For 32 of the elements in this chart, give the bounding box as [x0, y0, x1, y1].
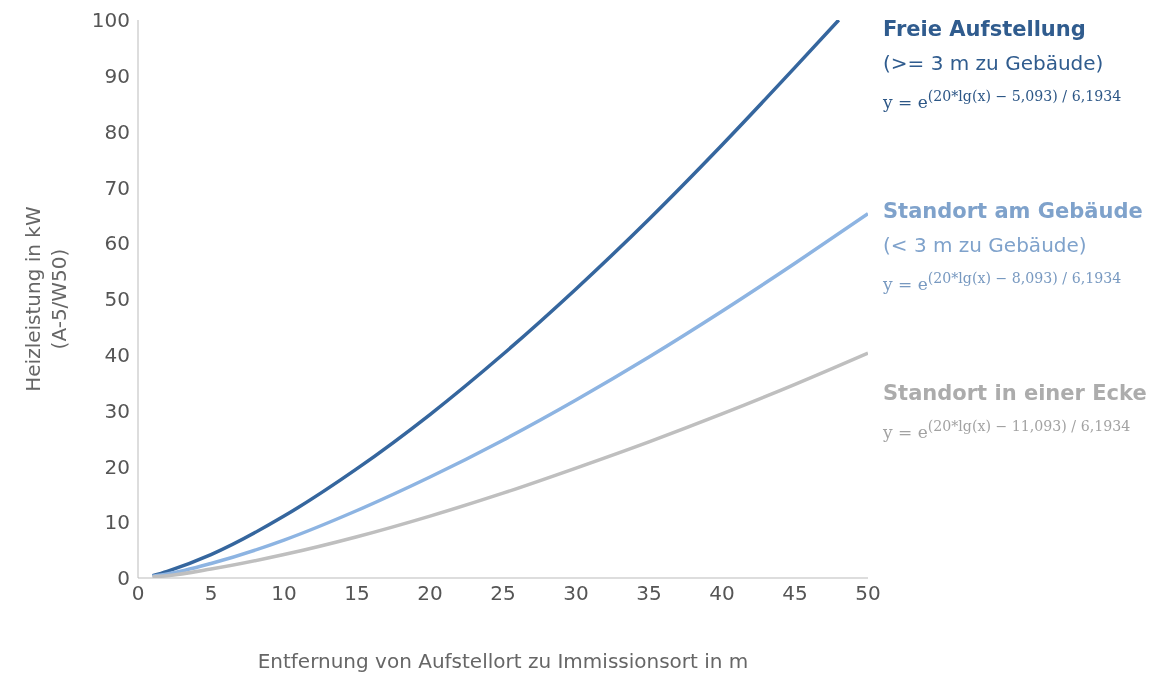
y-axis-title: Heizleistung in kW (A-5/W50) [21, 206, 71, 392]
text: Freie Aufstellung [883, 16, 1087, 43]
x-tick-label: 5 [204, 581, 218, 606]
y-tick-label: 50 [104, 287, 130, 312]
y-tick-label: 80 [104, 119, 130, 144]
x-tick-label: 45 [782, 581, 808, 606]
x-tick-label: 10 [271, 581, 297, 606]
y-tick-label: 70 [104, 175, 130, 200]
y-tick-label: 10 [104, 510, 130, 535]
text: y = e$^{(20*lg(x) − 11,093) / 6,1934}$ [883, 418, 1132, 442]
x-tick-label: 30 [563, 581, 589, 606]
x-tick-label: 50 [855, 581, 881, 606]
text: (< 3 m zu Gebäude) [883, 232, 1088, 259]
x-tick-label: 25 [490, 581, 516, 606]
x-tick-label: 35 [636, 581, 662, 606]
x-tick-label: 15 [344, 581, 370, 606]
y-tick-label: 30 [104, 398, 130, 423]
y-tick-label: 40 [104, 342, 130, 367]
y-tick-label: 100 [91, 8, 130, 33]
x-tick-label: 20 [417, 581, 443, 606]
x-tick-label: 40 [709, 581, 735, 606]
y-tick-label: 20 [104, 454, 130, 479]
series-label: Standort am Gebäude [883, 198, 1144, 225]
y-tick-label: 90 [104, 63, 130, 88]
line-series [150, 211, 868, 578]
line-series [150, 20, 841, 578]
series-label: Standort in einer Ecke [883, 380, 1148, 407]
text: (>= 3 m zu Gebäude) [883, 50, 1105, 77]
x-axis-title: Entfernung von Aufstellort zu Immissionsort in m [257, 649, 749, 673]
text: y = e$^{(20*lg(x) − 8,093) / 6,1934}$ [883, 270, 1123, 294]
text: y = e$^{(20*lg(x) − 5,093) / 6,1934}$ [883, 88, 1123, 112]
y-tick-label: 60 [104, 231, 130, 256]
